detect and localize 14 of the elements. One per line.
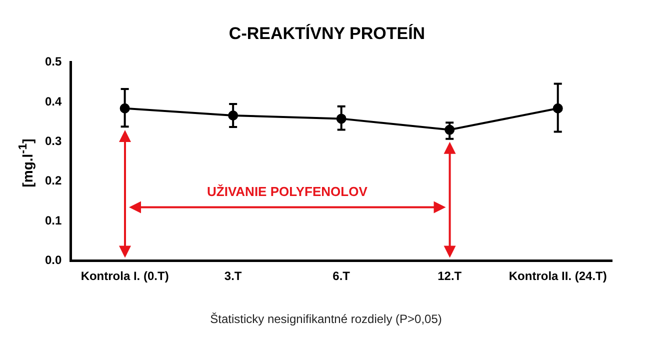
- y-tick-label: 0.1: [44, 213, 62, 228]
- x-tick-label: Kontrola II. (24.T): [508, 269, 607, 284]
- chart-title: C-REAKTÍVNY PROTEÍN: [228, 22, 426, 43]
- y-tick-label: 0.5: [44, 54, 62, 69]
- y-tick-label: 0.2: [44, 174, 62, 188]
- x-tick-label: 3.T: [224, 269, 242, 284]
- annotation: UŽIVANIE POLYFENOLOV: [207, 184, 368, 200]
- text: Štatisticky nesignifikantné rozdiely (P>0,05): [209, 312, 443, 326]
- x-tick-label: 12.T: [438, 269, 462, 284]
- x-tick-label: Kontrola I. (0.T): [80, 269, 169, 284]
- x-tick-label: 6.T: [332, 269, 351, 284]
- y-tick-label: 0.4: [44, 94, 62, 108]
- y-tick-label: 0.0: [44, 252, 62, 267]
- y-tick-label: 0.3: [44, 134, 62, 148]
